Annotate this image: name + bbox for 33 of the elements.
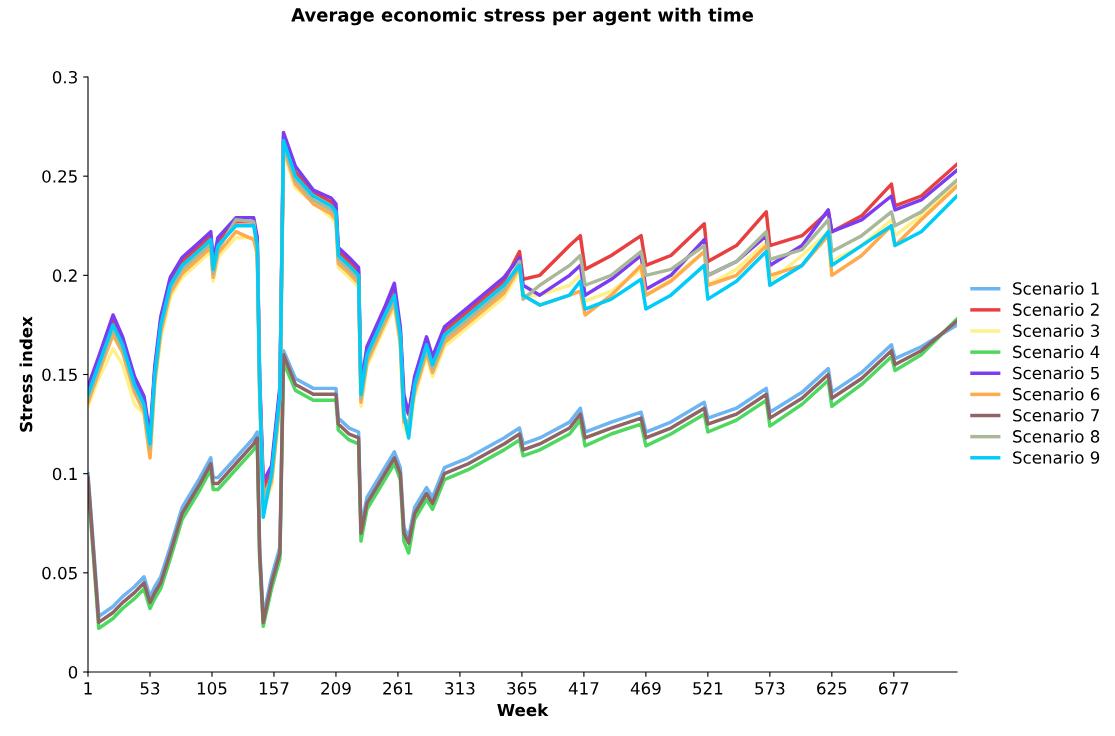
y-tick-label: 0.15 [42, 368, 77, 382]
x-tick-label: 417 [568, 682, 599, 695]
legend-label: Scenario 6 [1013, 387, 1100, 401]
legend-label: Scenario 9 [1013, 450, 1100, 464]
y-tick-label: 0 [68, 665, 78, 679]
x-tick-label: 157 [259, 682, 289, 695]
x-tick-label: 573 [755, 682, 785, 695]
y-tick-label: 0.3 [52, 70, 77, 84]
x-tick-label: 365 [507, 682, 537, 695]
y-tick-label: 0.05 [42, 566, 77, 580]
x-tick-label: 677 [879, 682, 909, 695]
chart-title: Average economic stress per agent with time [291, 7, 754, 26]
legend-label: Scenario 2 [1013, 303, 1099, 316]
legend-label: Scenario 5 [1013, 366, 1099, 380]
legend-label: Scenario 1 [1013, 281, 1099, 295]
legend-label: Scenario 4 [1013, 345, 1100, 359]
y-tick-label: 0.25 [42, 170, 77, 183]
x-tick-label: 625 [817, 682, 847, 695]
x-tick-label: 53 [140, 682, 160, 695]
x-axis-title: Week [497, 703, 549, 717]
y-tick-label: 0.1 [52, 467, 77, 481]
x-tick-label: 209 [321, 682, 351, 695]
x-tick-label: 521 [693, 682, 723, 695]
x-tick-label: 105 [197, 682, 227, 695]
legend-label: Scenario 7 [1013, 408, 1099, 422]
x-tick-label: 313 [445, 682, 475, 695]
legend-label: Scenario 3 [1013, 324, 1100, 338]
x-tick-label: 1 [84, 682, 92, 695]
y-axis-title: Stress index [19, 316, 33, 432]
y-tick-label: 0.2 [52, 269, 77, 282]
x-tick-label: 469 [630, 682, 661, 695]
legend-label: Scenario 8 [1013, 429, 1100, 443]
x-tick-label: 261 [383, 682, 413, 695]
